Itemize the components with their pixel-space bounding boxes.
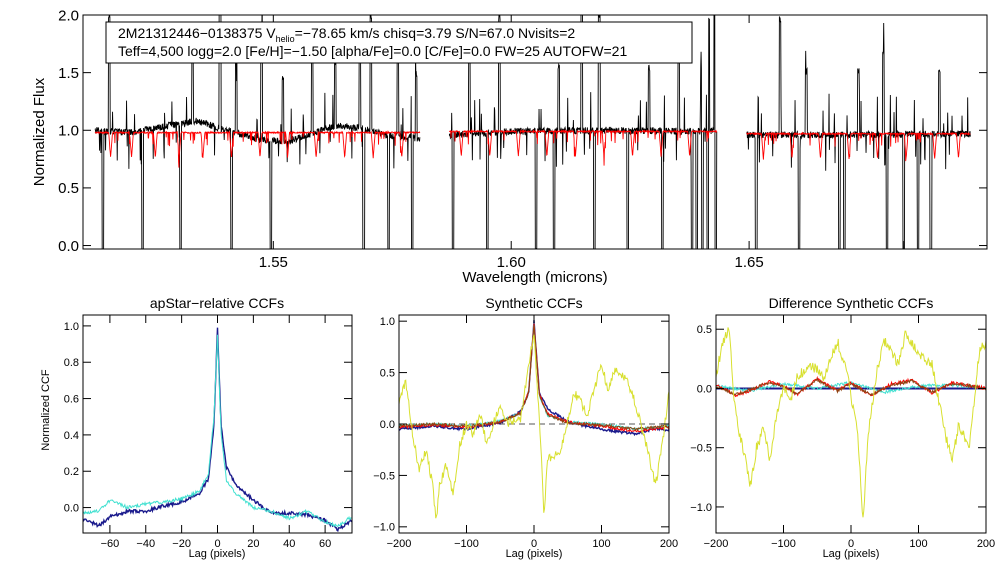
- x-axis-label: Lag (pixels): [189, 548, 246, 560]
- y-tick-label: 1.5: [58, 65, 79, 82]
- x-tick-label: 100: [592, 538, 610, 550]
- spectrum-panel: 1.55 1.60 1.65 0.0 0.5 1.0 1.5 2.0 2M21312446−0…: [31, 7, 988, 286]
- info-line-1: 2M21312446−0138375 Vhelio=−78.65 km/s ch…: [118, 25, 575, 44]
- ccf-series-visit-1: [83, 327, 352, 533]
- panel-title: Difference Synthetic CCFs: [769, 295, 934, 311]
- y-tick-label: 0.5: [380, 367, 395, 379]
- model-spectrum-segment: [448, 129, 718, 166]
- x-tick-label: −100: [771, 538, 796, 550]
- y-axis-label: Normalized Flux: [31, 77, 48, 186]
- y-tick-label: 0.0: [64, 502, 79, 514]
- x-axis-label: Lag (pixels): [506, 548, 563, 560]
- y-tick-label: 1.0: [380, 316, 395, 328]
- y-tick-label: 2.0: [58, 7, 79, 24]
- y-axis-label: Normalized CCF: [40, 369, 52, 451]
- x-tick-label: 200: [977, 538, 995, 550]
- y-tick-label: 0.5: [697, 324, 712, 336]
- x-axis-label: Wavelength (microns): [462, 269, 607, 286]
- x-tick-label: 100: [909, 538, 927, 550]
- x-tick-label: 0: [531, 538, 537, 550]
- ccf-series-template: [399, 325, 669, 432]
- difference-ccf-panel: −200 −100 0 100 200 −1.0 −0.5 0.0 0.5 Difference…: [690, 295, 995, 560]
- y-tick-label: −1.0: [373, 522, 395, 534]
- panel-title: Synthetic CCFs: [485, 295, 582, 311]
- spectrum-frame: [82, 14, 988, 250]
- x-tick-label: −20: [172, 538, 191, 550]
- y-tick-label: 1.0: [58, 123, 79, 140]
- ccf-series-combined: [716, 375, 986, 398]
- panel-title: apStar−relative CCFs: [150, 295, 284, 311]
- x-tick-label: −200: [387, 538, 412, 550]
- x-tick-label: 0: [214, 538, 220, 550]
- x-tick-label: −60: [101, 538, 120, 550]
- x-axis-label: Lag (pixels): [823, 548, 880, 560]
- model-spectrum-segment: [94, 130, 421, 168]
- x-tick-label: −200: [704, 538, 729, 550]
- y-tick-label: −1.0: [690, 502, 712, 514]
- x-tick-label: 1.65: [735, 254, 764, 271]
- synthetic-ccf-panel: −200 −100 0 100 200 −1.0 −0.5 0.0 0.5 1.0 Synthet…: [373, 295, 678, 560]
- y-tick-label: 0.5: [58, 180, 79, 197]
- y-tick-label: 0.8: [64, 357, 79, 369]
- y-tick-label: 0.4: [64, 430, 79, 442]
- y-tick-label: −0.5: [373, 470, 395, 482]
- info-box: [105, 21, 693, 64]
- x-tick-label: 0: [848, 538, 854, 550]
- x-tick-label: 20: [247, 538, 259, 550]
- y-tick-label: 0.0: [58, 238, 79, 255]
- ccf-series-difference: [716, 327, 986, 518]
- info-line-2: Teff=4,500 logg=2.0 [Fe/H]=−1.50 [alpha/…: [118, 43, 627, 59]
- y-tick-label: 0.0: [697, 383, 712, 395]
- model-spectrum-segment: [746, 131, 971, 162]
- ccf-series-visit-2: [83, 334, 352, 528]
- x-tick-label: 40: [283, 538, 295, 550]
- y-tick-label: 1.0: [64, 321, 79, 333]
- y-tick-label: 0.2: [64, 466, 79, 478]
- y-tick-label: 0.0: [380, 419, 395, 431]
- ccf-series-difference: [399, 334, 669, 519]
- observed-spectrum-segment: [94, 15, 421, 249]
- x-tick-label: −100: [454, 538, 479, 550]
- x-tick-label: 200: [660, 538, 678, 550]
- x-tick-label: 1.55: [259, 254, 288, 271]
- x-tick-label: 60: [319, 538, 331, 550]
- apstar-ccf-panel: −60 −40 −20 0 20 40 60 0.0 0.2 0.4 0.6 0.8 1.0 apSta…: [40, 295, 353, 560]
- x-tick-label: 1.60: [497, 254, 526, 271]
- x-tick-label: −40: [136, 538, 155, 550]
- ccf-series-template: [716, 377, 986, 397]
- y-tick-label: −0.5: [690, 443, 712, 455]
- y-tick-label: 0.6: [64, 393, 79, 405]
